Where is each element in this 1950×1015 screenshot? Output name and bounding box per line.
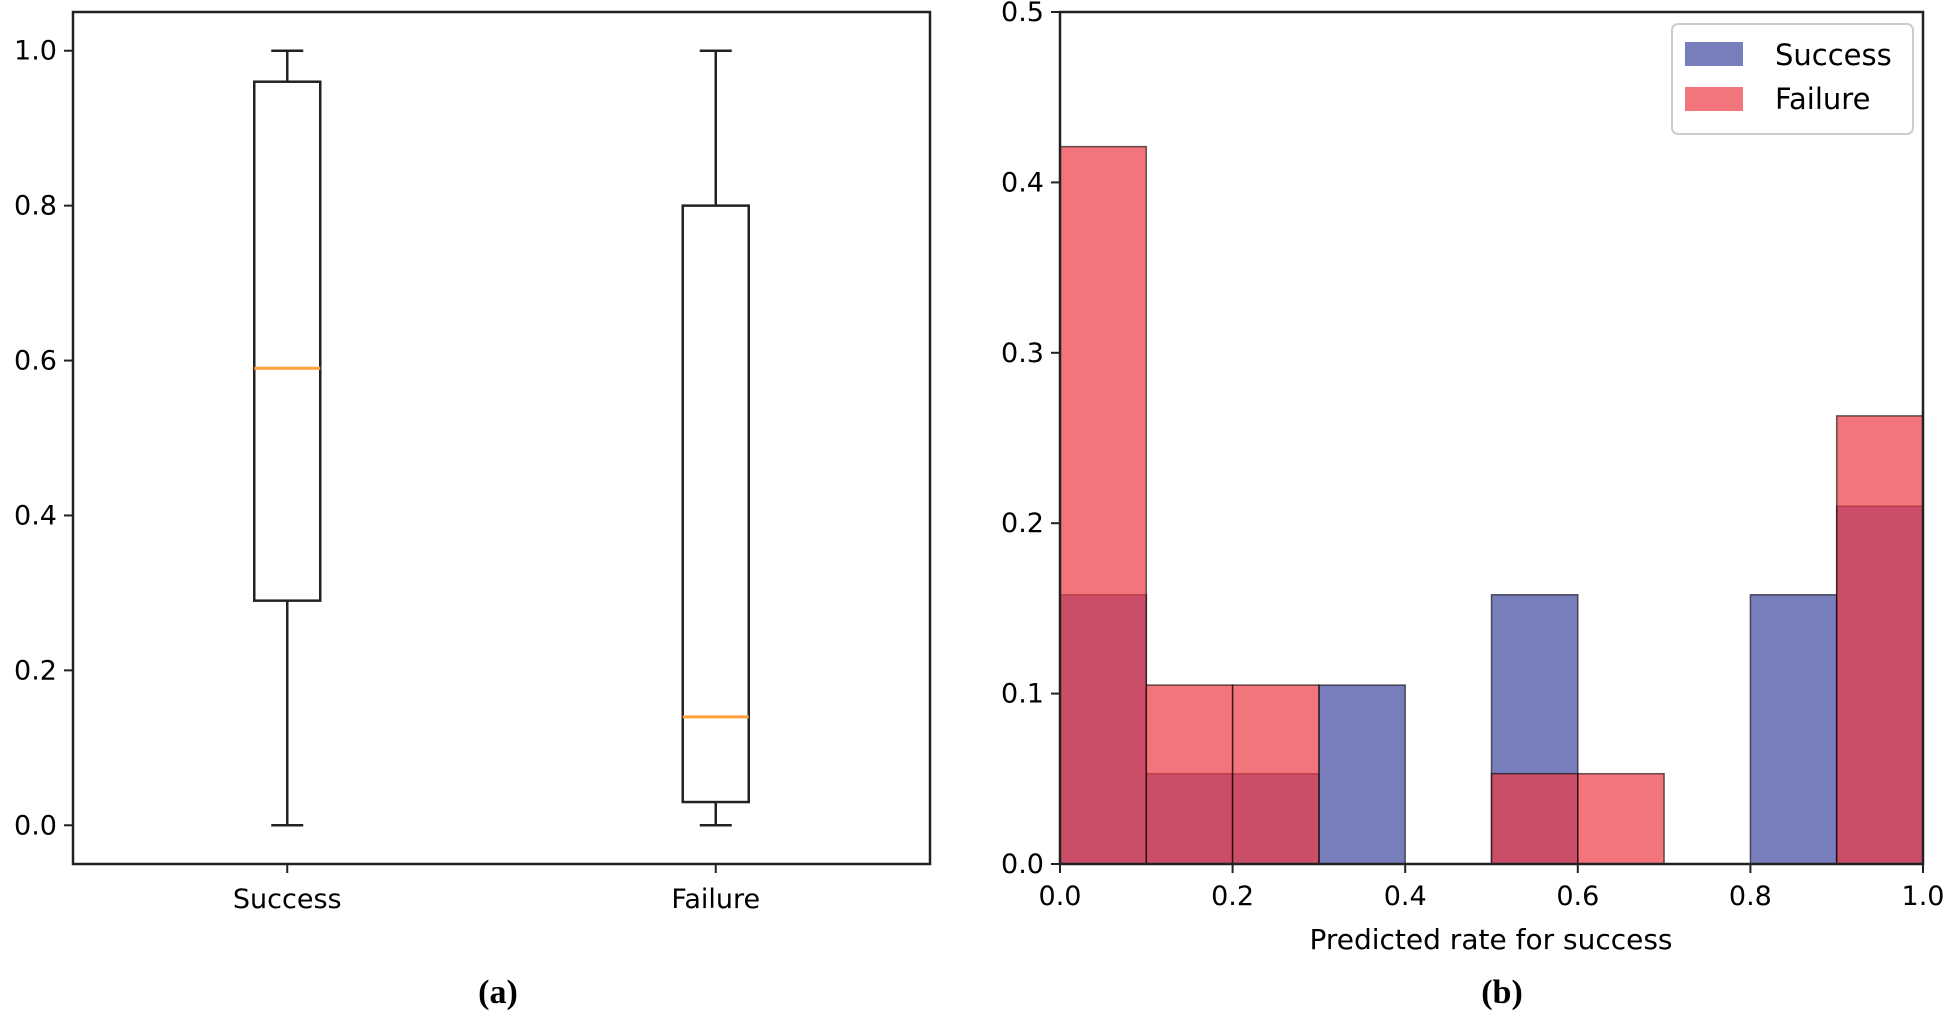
boxplot-panel: 0.0 0.2 0.4 0.6 0.8 1.0 Success Failure (a) <box>14 10 932 1011</box>
bar-failure <box>1059 145 1148 865</box>
boxplot-y-tick-label: 0.6 <box>14 346 57 377</box>
boxplot-boxes <box>253 49 750 827</box>
histogram-x-tick-label: 1.0 <box>1902 881 1945 912</box>
boxplot-y-tick-label: 0.2 <box>14 655 57 686</box>
histogram-panel: 0.0 0.1 0.2 0.3 0.4 0.5 0.0 0.2 0.4 0.6 0.8 1.0 Pr… <box>1001 0 1944 1011</box>
boxplot-x-tick-label: Success <box>233 884 342 915</box>
bar-failure <box>1490 772 1579 865</box>
legend-swatch-failure <box>1685 87 1743 111</box>
histogram-y-tick-label: 0.5 <box>1001 0 1044 28</box>
histogram-y-tick-label: 0.0 <box>1001 849 1044 880</box>
boxplot-x-tick-label: Failure <box>671 884 760 915</box>
boxplot-x-ticks: Success Failure <box>233 864 760 915</box>
histogram-bars <box>1059 145 1924 865</box>
histogram-axes-frame <box>1058 10 1925 866</box>
bar-success <box>1318 684 1406 865</box>
caption-a: (a) <box>478 974 518 1011</box>
histogram-y-tick-label: 0.4 <box>1001 167 1044 198</box>
bar-failure <box>1835 415 1924 865</box>
histogram-y-ticks: 0.0 0.1 0.2 0.3 0.4 0.5 <box>1001 0 1060 880</box>
histogram-x-axis-label: Predicted rate for success <box>1309 923 1672 956</box>
histogram-x-tick-label: 0.2 <box>1211 881 1254 912</box>
box-failure-iqr <box>681 204 750 804</box>
boxplot-y-tick-label: 0.8 <box>14 191 57 222</box>
boxplot-axes-frame <box>71 10 932 866</box>
box-success <box>253 49 322 827</box>
histogram-y-tick-label: 0.2 <box>1001 508 1044 539</box>
legend-swatch-success <box>1685 42 1743 66</box>
histogram-legend: Success Failure <box>1671 23 1914 135</box>
bar-failure <box>1577 772 1665 865</box>
histogram-y-tick-label: 0.1 <box>1001 679 1044 710</box>
histogram-y-tick-label: 0.3 <box>1001 338 1044 369</box>
legend-label-success: Success <box>1775 38 1892 72</box>
box-success-iqr <box>253 80 322 602</box>
caption-b: (b) <box>1481 974 1523 1011</box>
bar-failure <box>1145 684 1234 865</box>
bar-success <box>1749 594 1838 865</box>
histogram-x-tick-label: 0.4 <box>1384 881 1427 912</box>
boxplot-y-tick-label: 1.0 <box>14 36 57 67</box>
histogram-x-tick-label: 0.0 <box>1039 881 1082 912</box>
boxplot-y-ticks: 0.0 0.2 0.4 0.6 0.8 1.0 <box>14 36 73 841</box>
histogram-x-ticks: 0.0 0.2 0.4 0.6 0.8 1.0 <box>1039 864 1945 912</box>
bar-failure <box>1231 684 1320 865</box>
boxplot-y-tick-label: 0.4 <box>14 500 57 531</box>
histogram-x-tick-label: 0.8 <box>1729 881 1772 912</box>
legend-label-failure: Failure <box>1775 82 1870 116</box>
histogram-x-tick-label: 0.6 <box>1556 881 1599 912</box>
boxplot-y-tick-label: 0.0 <box>14 810 57 841</box>
box-failure <box>681 49 750 827</box>
